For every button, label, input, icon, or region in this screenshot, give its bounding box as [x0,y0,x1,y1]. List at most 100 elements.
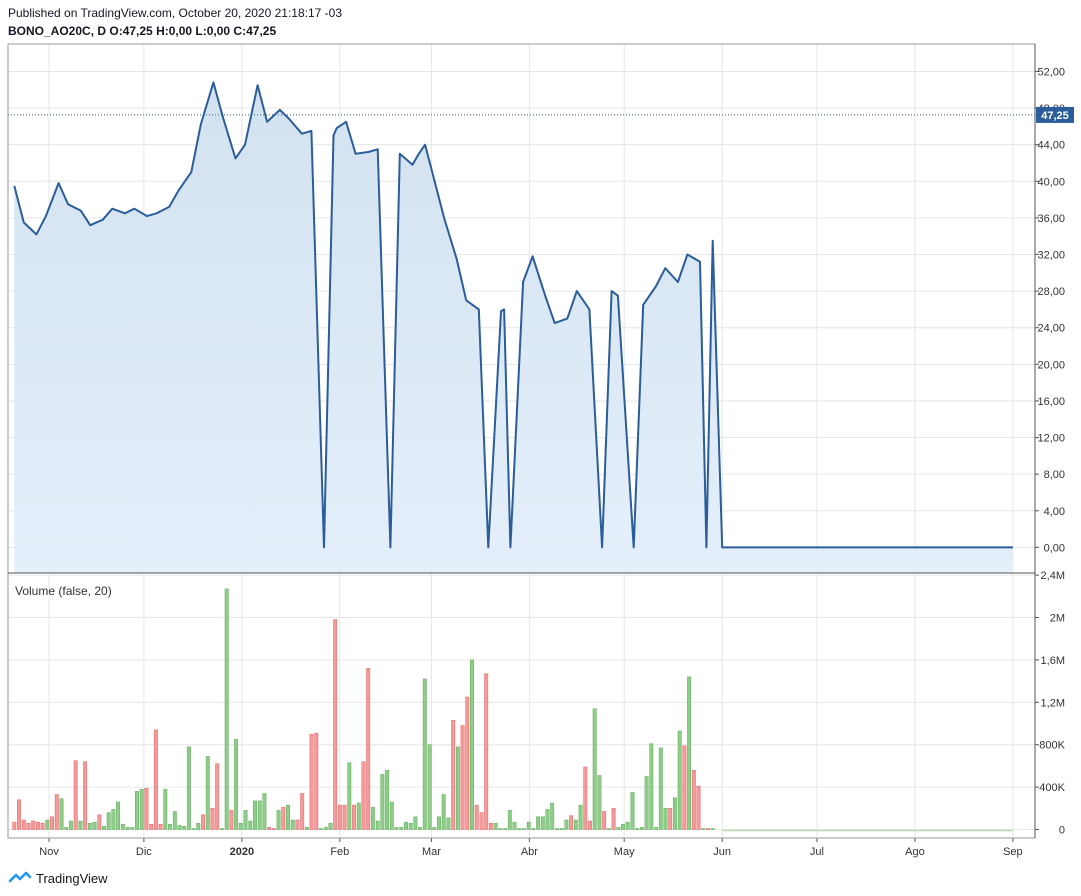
volume-bar[interactable] [59,798,64,830]
volume-bar[interactable] [182,826,187,830]
volume-bar[interactable] [691,769,696,830]
volume-bar[interactable] [493,822,498,830]
volume-bar[interactable] [521,828,526,830]
volume-bar[interactable] [267,827,272,830]
volume-bar[interactable] [323,827,328,830]
volume-bar[interactable] [555,828,559,830]
volume-bar[interactable] [295,819,300,830]
volume-bar[interactable] [413,816,418,830]
volume-bar[interactable] [102,826,106,830]
volume-bar[interactable] [696,785,701,830]
volume-bar[interactable] [606,828,611,830]
volume-bar[interactable] [333,619,338,830]
volume-bar[interactable] [451,720,456,830]
volume-bar[interactable] [710,828,715,830]
volume-bar[interactable] [224,588,229,830]
volume-bar[interactable] [73,760,78,830]
volume-bar[interactable] [418,827,423,830]
volume-bar[interactable] [573,819,578,830]
volume-bar[interactable] [337,804,342,830]
volume-bar[interactable] [460,725,465,830]
volume-bar[interactable] [135,791,139,830]
volume-bar[interactable] [531,828,536,830]
volume-bar[interactable] [257,800,262,830]
volume-bar[interactable] [408,822,413,830]
volume-bar[interactable] [26,822,31,830]
volume-bar[interactable] [682,745,687,830]
volume-bar[interactable] [479,812,484,830]
volume-bar[interactable] [130,827,135,830]
volume-bar[interactable] [276,810,281,830]
volume-bar[interactable] [172,811,177,830]
volume-bar[interactable] [116,801,121,830]
volume-bar[interactable] [498,828,503,830]
volume-bar[interactable] [427,744,432,830]
volume-bar[interactable] [234,739,239,830]
volume-bar[interactable] [578,804,583,830]
volume-bar[interactable] [621,823,625,830]
price-pane[interactable] [8,81,1035,574]
volume-bar[interactable] [229,810,234,830]
volume-bar[interactable] [87,822,92,830]
volume-bar[interactable] [352,804,357,830]
volume-bar[interactable] [687,676,692,830]
volume-bar[interactable] [35,821,40,830]
volume-bar[interactable] [654,827,659,830]
price-line[interactable] [13,81,1013,549]
volume-bar[interactable] [153,729,158,830]
volume-bar[interactable] [441,794,446,830]
volume-bar[interactable] [503,828,508,830]
volume-bar[interactable] [385,769,390,830]
volume-bar[interactable] [92,821,97,830]
volume-pane[interactable]: Volume (false, 20) [12,584,1013,832]
volume-bar[interactable] [517,828,522,830]
volume-bar[interactable] [630,792,635,830]
volume-bar[interactable] [356,802,361,830]
volume-bar[interactable] [437,816,441,830]
volume-bar[interactable] [319,828,323,830]
volume-bar[interactable] [470,659,474,830]
volume-bar[interactable] [592,708,597,830]
volume-bar[interactable] [399,827,404,830]
volume-bar[interactable] [588,820,592,830]
volume-bar[interactable] [177,825,182,830]
volume-bar[interactable] [597,775,602,830]
volume-bar[interactable] [446,817,451,830]
volume-bar[interactable] [328,822,333,830]
volume-bar[interactable] [663,808,668,830]
volume-bar[interactable] [215,763,220,830]
volume-bar[interactable] [370,807,375,830]
volume-bar[interactable] [540,816,545,830]
volume-bar[interactable] [64,827,69,830]
volume-bar[interactable] [366,668,371,830]
volume-bar[interactable] [21,819,26,830]
volume-bar[interactable] [54,794,59,830]
volume-bar[interactable] [545,809,550,830]
volume-bar[interactable] [701,828,706,830]
volume-bar[interactable] [314,732,319,830]
volume-bar[interactable] [286,804,290,830]
volume-bar[interactable] [243,810,248,830]
volume-bar[interactable] [262,793,267,830]
footer-brand[interactable]: TradingView [8,868,108,888]
volume-bar[interactable] [465,696,470,830]
volume-bar[interactable] [83,761,88,830]
volume-bar[interactable] [432,827,437,830]
volume-bar[interactable] [507,810,512,830]
volume-bar[interactable] [78,820,83,830]
volume-bar[interactable] [342,804,347,830]
volume-bar[interactable] [139,788,144,830]
volume-bar[interactable] [253,800,257,830]
volume-bar[interactable] [394,827,399,830]
volume-bar[interactable] [219,828,224,830]
volume-bar[interactable] [559,828,564,830]
volume-bar[interactable] [536,816,541,830]
volume-bar[interactable] [271,828,276,830]
volume-bar[interactable] [304,827,309,830]
volume-bar[interactable] [668,808,673,830]
volume-bar[interactable] [191,828,196,830]
volume-bar[interactable] [163,788,168,830]
volume-bar[interactable] [97,814,102,830]
volume-bar[interactable] [238,822,243,830]
volume-bar[interactable] [658,747,663,830]
